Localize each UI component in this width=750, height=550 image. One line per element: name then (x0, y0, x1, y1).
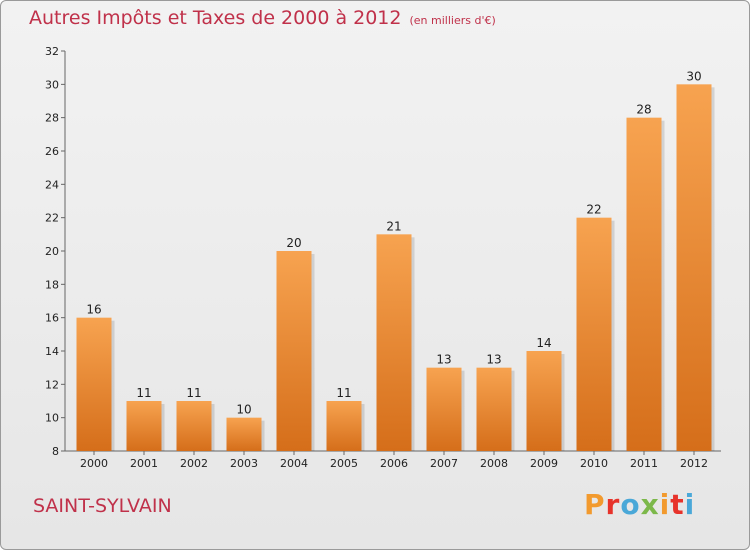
bar-2004 (276, 251, 312, 451)
x-tick-label: 2001 (130, 457, 158, 470)
bar-2010 (576, 217, 612, 451)
bar-2002 (176, 401, 212, 451)
bars: 16 11 11 10 20 11 21 13 13 14 22 28 30 (76, 69, 715, 452)
logo-letter: r (605, 488, 621, 521)
bar-2001 (126, 401, 162, 451)
logo-letter: t (670, 488, 685, 521)
proxiti-logo: Proxiti (584, 488, 695, 521)
commune-name: SAINT-SYLVAIN (33, 495, 172, 517)
y-tick-label: 8 (52, 445, 59, 458)
x-tick-label: 2002 (180, 457, 208, 470)
data-label: 22 (586, 203, 601, 217)
y-tick-label: 18 (45, 278, 59, 291)
data-label: 30 (686, 69, 701, 83)
x-tick-label: 2003 (230, 457, 258, 470)
logo-letter: x (640, 488, 660, 521)
x-tick-label: 2012 (680, 457, 708, 470)
bar-2006 (376, 234, 412, 451)
chart-title: Autres Impôts et Taxes de 2000 à 2012 (en… (29, 7, 496, 29)
chart-title-text: Autres Impôts et Taxes de 2000 à 2012 (29, 7, 402, 29)
logo-letter: P (584, 488, 606, 521)
bar-2012 (676, 84, 712, 451)
data-label: 20 (286, 236, 301, 250)
data-label: 16 (86, 303, 101, 317)
y-tick-label: 24 (45, 178, 59, 191)
x-tick-label: 2006 (380, 457, 408, 470)
x-tick-label: 2007 (430, 457, 458, 470)
bar-2007 (426, 367, 462, 451)
x-tick-label: 2004 (280, 457, 308, 470)
data-label: 10 (236, 403, 251, 417)
data-label: 11 (336, 386, 351, 400)
y-tick-label: 32 (45, 45, 59, 58)
data-label: 13 (486, 353, 501, 367)
chart-unit: (en milliers d'€) (409, 14, 496, 27)
x-tick-label: 2010 (580, 457, 608, 470)
y-tick-label: 22 (45, 212, 59, 225)
x-tick-label: 2005 (330, 457, 358, 470)
y-tick-label: 20 (45, 245, 59, 258)
y-tick-label: 12 (45, 378, 59, 391)
bar-2008 (476, 367, 512, 451)
x-tick-label: 2011 (630, 457, 658, 470)
x-tick-label: 2008 (480, 457, 508, 470)
data-label: 28 (636, 103, 651, 117)
data-label: 11 (186, 386, 201, 400)
data-label: 11 (136, 386, 151, 400)
x-tick-label: 2000 (80, 457, 108, 470)
y-tick-label: 14 (45, 345, 59, 358)
bar-2003 (226, 417, 262, 451)
bar-2011 (626, 117, 662, 452)
logo-letter: o (620, 488, 641, 521)
y-tick-label: 28 (45, 112, 59, 125)
x-tick-label: 2009 (530, 457, 558, 470)
y-tick-label: 30 (45, 78, 59, 91)
y-axis: 8 10 12 14 16 18 20 22 24 26 28 30 32 2000 2001 2002 200… (45, 45, 721, 470)
bar-2000 (76, 317, 112, 451)
data-label: 14 (536, 336, 551, 350)
bar-2009 (526, 351, 562, 451)
data-label: 21 (386, 219, 401, 233)
y-tick-label: 26 (45, 145, 59, 158)
y-tick-label: 16 (45, 312, 59, 325)
logo-letter: i (684, 488, 696, 521)
bar-2005 (326, 401, 362, 451)
logo-letter: i (659, 488, 671, 521)
y-tick-label: 10 (45, 412, 59, 425)
data-label: 13 (436, 353, 451, 367)
